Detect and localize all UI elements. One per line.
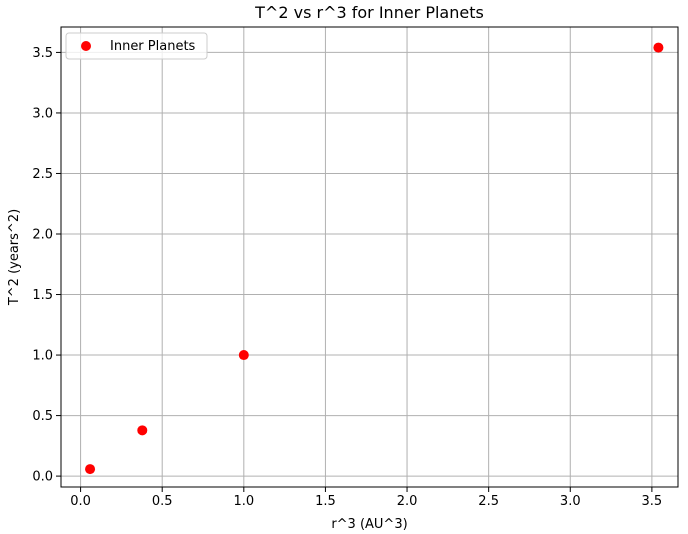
x-tick-label: 1.0 [233,494,254,509]
x-tick-label: 3.0 [560,494,581,509]
data-point [238,350,249,361]
plot-area-frame [60,26,679,488]
y-tick-label: 1.5 [32,288,53,303]
legend-marker [81,41,91,51]
legend: Inner Planets [65,32,208,60]
legend-label: Inner Planets [110,39,196,54]
data-point [653,42,664,53]
y-tick-label: 3.5 [32,46,53,61]
grid-lines [61,27,678,487]
x-tick-label: 0.0 [70,494,91,509]
data-points [85,42,664,475]
x-axis-label: r^3 (AU^3) [331,517,407,532]
y-tick-label: 1.0 [32,349,53,364]
y-tick-label: 2.0 [32,228,53,243]
x-tick-label: 0.5 [152,494,173,509]
data-point [137,425,148,436]
y-axis-label: T^2 (years^2) [7,209,22,306]
y-tick-label: 0.0 [32,470,53,485]
y-tick-label: 2.5 [32,167,53,182]
legend-box [65,32,208,60]
data-point [85,464,96,475]
x-tick-label: 1.5 [315,494,336,509]
chart-title: T^2 vs r^3 for Inner Planets [254,3,484,22]
y-tick-label: 0.5 [32,409,53,424]
x-tick-label: 3.5 [642,494,663,509]
y-tick-label: 3.0 [32,106,53,121]
x-tick-label: 2.5 [478,494,499,509]
x-tick-label: 2.0 [397,494,418,509]
axis-ticks: 0.0 0.5 1.0 1.5 2.0 2.5 3.0 3.5 0.0 0.5 1.0 1.5 2.0 2… [32,46,662,509]
